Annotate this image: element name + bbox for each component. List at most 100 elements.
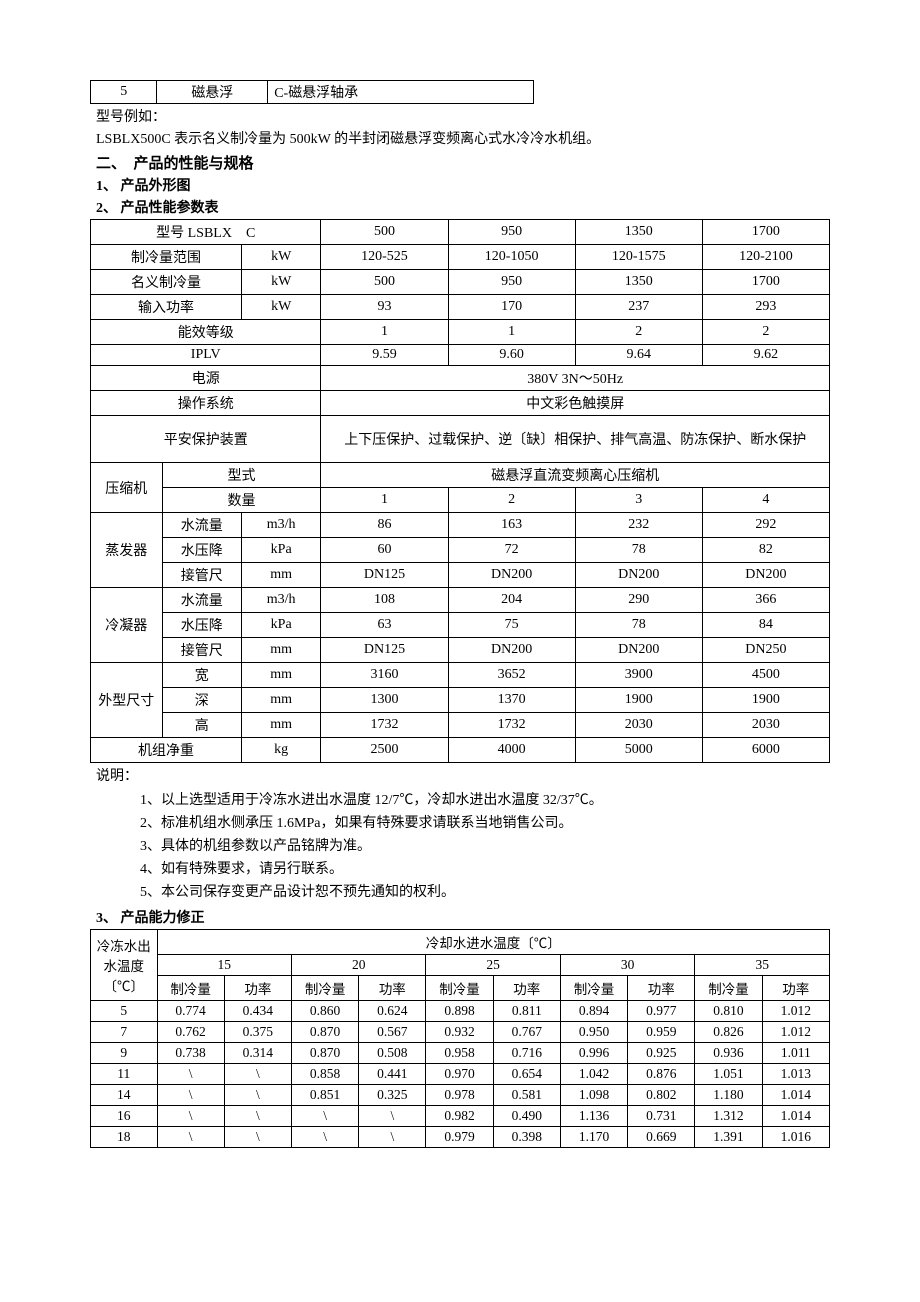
cell: 上下压保护、过载保护、逆〔缺〕相保护、排气高温、防冻保护、断水保护: [321, 416, 830, 463]
cell: 外型尺寸: [91, 663, 163, 738]
cell: 水流量: [162, 513, 241, 538]
cell: 2: [575, 320, 702, 345]
cell: 高: [162, 713, 241, 738]
cell: m3/h: [241, 513, 320, 538]
cell: 237: [575, 295, 702, 320]
cell: 能效等级: [91, 320, 321, 345]
cell: 1.170: [560, 1127, 627, 1148]
cell: \: [291, 1106, 358, 1127]
model-label: 型号 LSBLX C: [91, 220, 321, 245]
cell: 0.950: [560, 1022, 627, 1043]
cell: 108: [321, 588, 448, 613]
cell: 290: [575, 588, 702, 613]
cell: 制冷量: [157, 976, 224, 1001]
cell: 170: [448, 295, 575, 320]
cell: 冷凝器: [91, 588, 163, 663]
cell: 0.898: [426, 1001, 493, 1022]
cell: 0.970: [426, 1064, 493, 1085]
cell: 86: [321, 513, 448, 538]
note-item: 5、本公司保存变更产品设计恕不预先通知的权利。: [140, 881, 830, 901]
cell: 500: [321, 270, 448, 295]
cell: 1732: [321, 713, 448, 738]
cell: \: [157, 1127, 224, 1148]
cell: \: [157, 1106, 224, 1127]
cell: 1.180: [695, 1085, 762, 1106]
cell: 制冷量: [291, 976, 358, 1001]
cell: 0.738: [157, 1043, 224, 1064]
cell: 0.959: [628, 1022, 695, 1043]
cell: 25: [426, 955, 560, 976]
cell: 14: [91, 1085, 158, 1106]
cell: kPa: [241, 538, 320, 563]
cell: 磁悬浮直流变频离心压缩机: [321, 463, 830, 488]
col-header: 冷却水进水温度〔℃〕: [157, 930, 830, 955]
cell: 4500: [702, 663, 829, 688]
cell: 120-525: [321, 245, 448, 270]
note-item: 4、如有特殊要求，请另行联系。: [140, 858, 830, 878]
cell: 平安保护装置: [91, 416, 321, 463]
cell: 2: [702, 320, 829, 345]
cell: 15: [157, 955, 291, 976]
cell: 0.858: [291, 1064, 358, 1085]
cell: 0.314: [224, 1043, 291, 1064]
cell: 120-1050: [448, 245, 575, 270]
cell: DN200: [448, 638, 575, 663]
cell: 蒸发器: [91, 513, 163, 588]
cell: 0.978: [426, 1085, 493, 1106]
cell: mm: [241, 688, 320, 713]
cell: 0.979: [426, 1127, 493, 1148]
cell: 950: [448, 270, 575, 295]
capacity-table: 冷冻水出水温度〔℃〕 冷却水进水温度〔℃〕 15 20 25 30 35 制冷量…: [90, 929, 830, 1148]
cell: 0.716: [493, 1043, 560, 1064]
cell: 0.958: [426, 1043, 493, 1064]
cell: 0.860: [291, 1001, 358, 1022]
cell: 0.774: [157, 1001, 224, 1022]
cell: 2030: [702, 713, 829, 738]
cell: 0.870: [291, 1022, 358, 1043]
cell: 1700: [702, 220, 829, 245]
cell: 82: [702, 538, 829, 563]
cell: 深: [162, 688, 241, 713]
cell: 30: [560, 955, 694, 976]
cell: \: [224, 1106, 291, 1127]
cell: 1900: [702, 688, 829, 713]
cell: 1.391: [695, 1127, 762, 1148]
cell: 0.925: [628, 1043, 695, 1064]
cell: 功率: [224, 976, 291, 1001]
cell: 1: [448, 320, 575, 345]
intro-line-2: LSBLX500C 表示名义制冷量为 500kW 的半封闭磁悬浮变频离心式水冷冷…: [90, 128, 830, 148]
cell: 5: [91, 81, 157, 104]
cell: DN200: [448, 563, 575, 588]
cell: 名义制冷量: [91, 270, 242, 295]
cell: 中文彩色触摸屏: [321, 391, 830, 416]
cell: 950: [448, 220, 575, 245]
cell: 0.581: [493, 1085, 560, 1106]
spec-table: 型号 LSBLX C 500 950 1350 1700 制冷量范围 kW 12…: [90, 219, 830, 763]
cell: 1.312: [695, 1106, 762, 1127]
cell: 120-1575: [575, 245, 702, 270]
cell: 1.011: [762, 1043, 829, 1064]
cell: mm: [241, 638, 320, 663]
cell: 0.977: [628, 1001, 695, 1022]
cell: 磁悬浮: [157, 81, 268, 104]
cell: 9.62: [702, 345, 829, 366]
cell: 204: [448, 588, 575, 613]
cell: 4000: [448, 738, 575, 763]
notes-list: 1、以上选型适用于冷冻水进出水温度 12/7℃，冷却水进出水温度 32/37℃。…: [140, 789, 830, 901]
cell: 78: [575, 613, 702, 638]
cell: 1.016: [762, 1127, 829, 1148]
cell: 0.876: [628, 1064, 695, 1085]
section-2-sub1: 1、 产品外形图: [90, 175, 830, 195]
cell: 0.932: [426, 1022, 493, 1043]
cell: 水压降: [162, 613, 241, 638]
cell: 1.042: [560, 1064, 627, 1085]
cell: DN125: [321, 563, 448, 588]
cell: 11: [91, 1064, 158, 1085]
cell: 0.731: [628, 1106, 695, 1127]
cell: \: [157, 1064, 224, 1085]
cell: 数量: [162, 488, 321, 513]
cell: 0.936: [695, 1043, 762, 1064]
cell: 制冷量范围: [91, 245, 242, 270]
cell: 0.624: [359, 1001, 426, 1022]
cell: 0.811: [493, 1001, 560, 1022]
